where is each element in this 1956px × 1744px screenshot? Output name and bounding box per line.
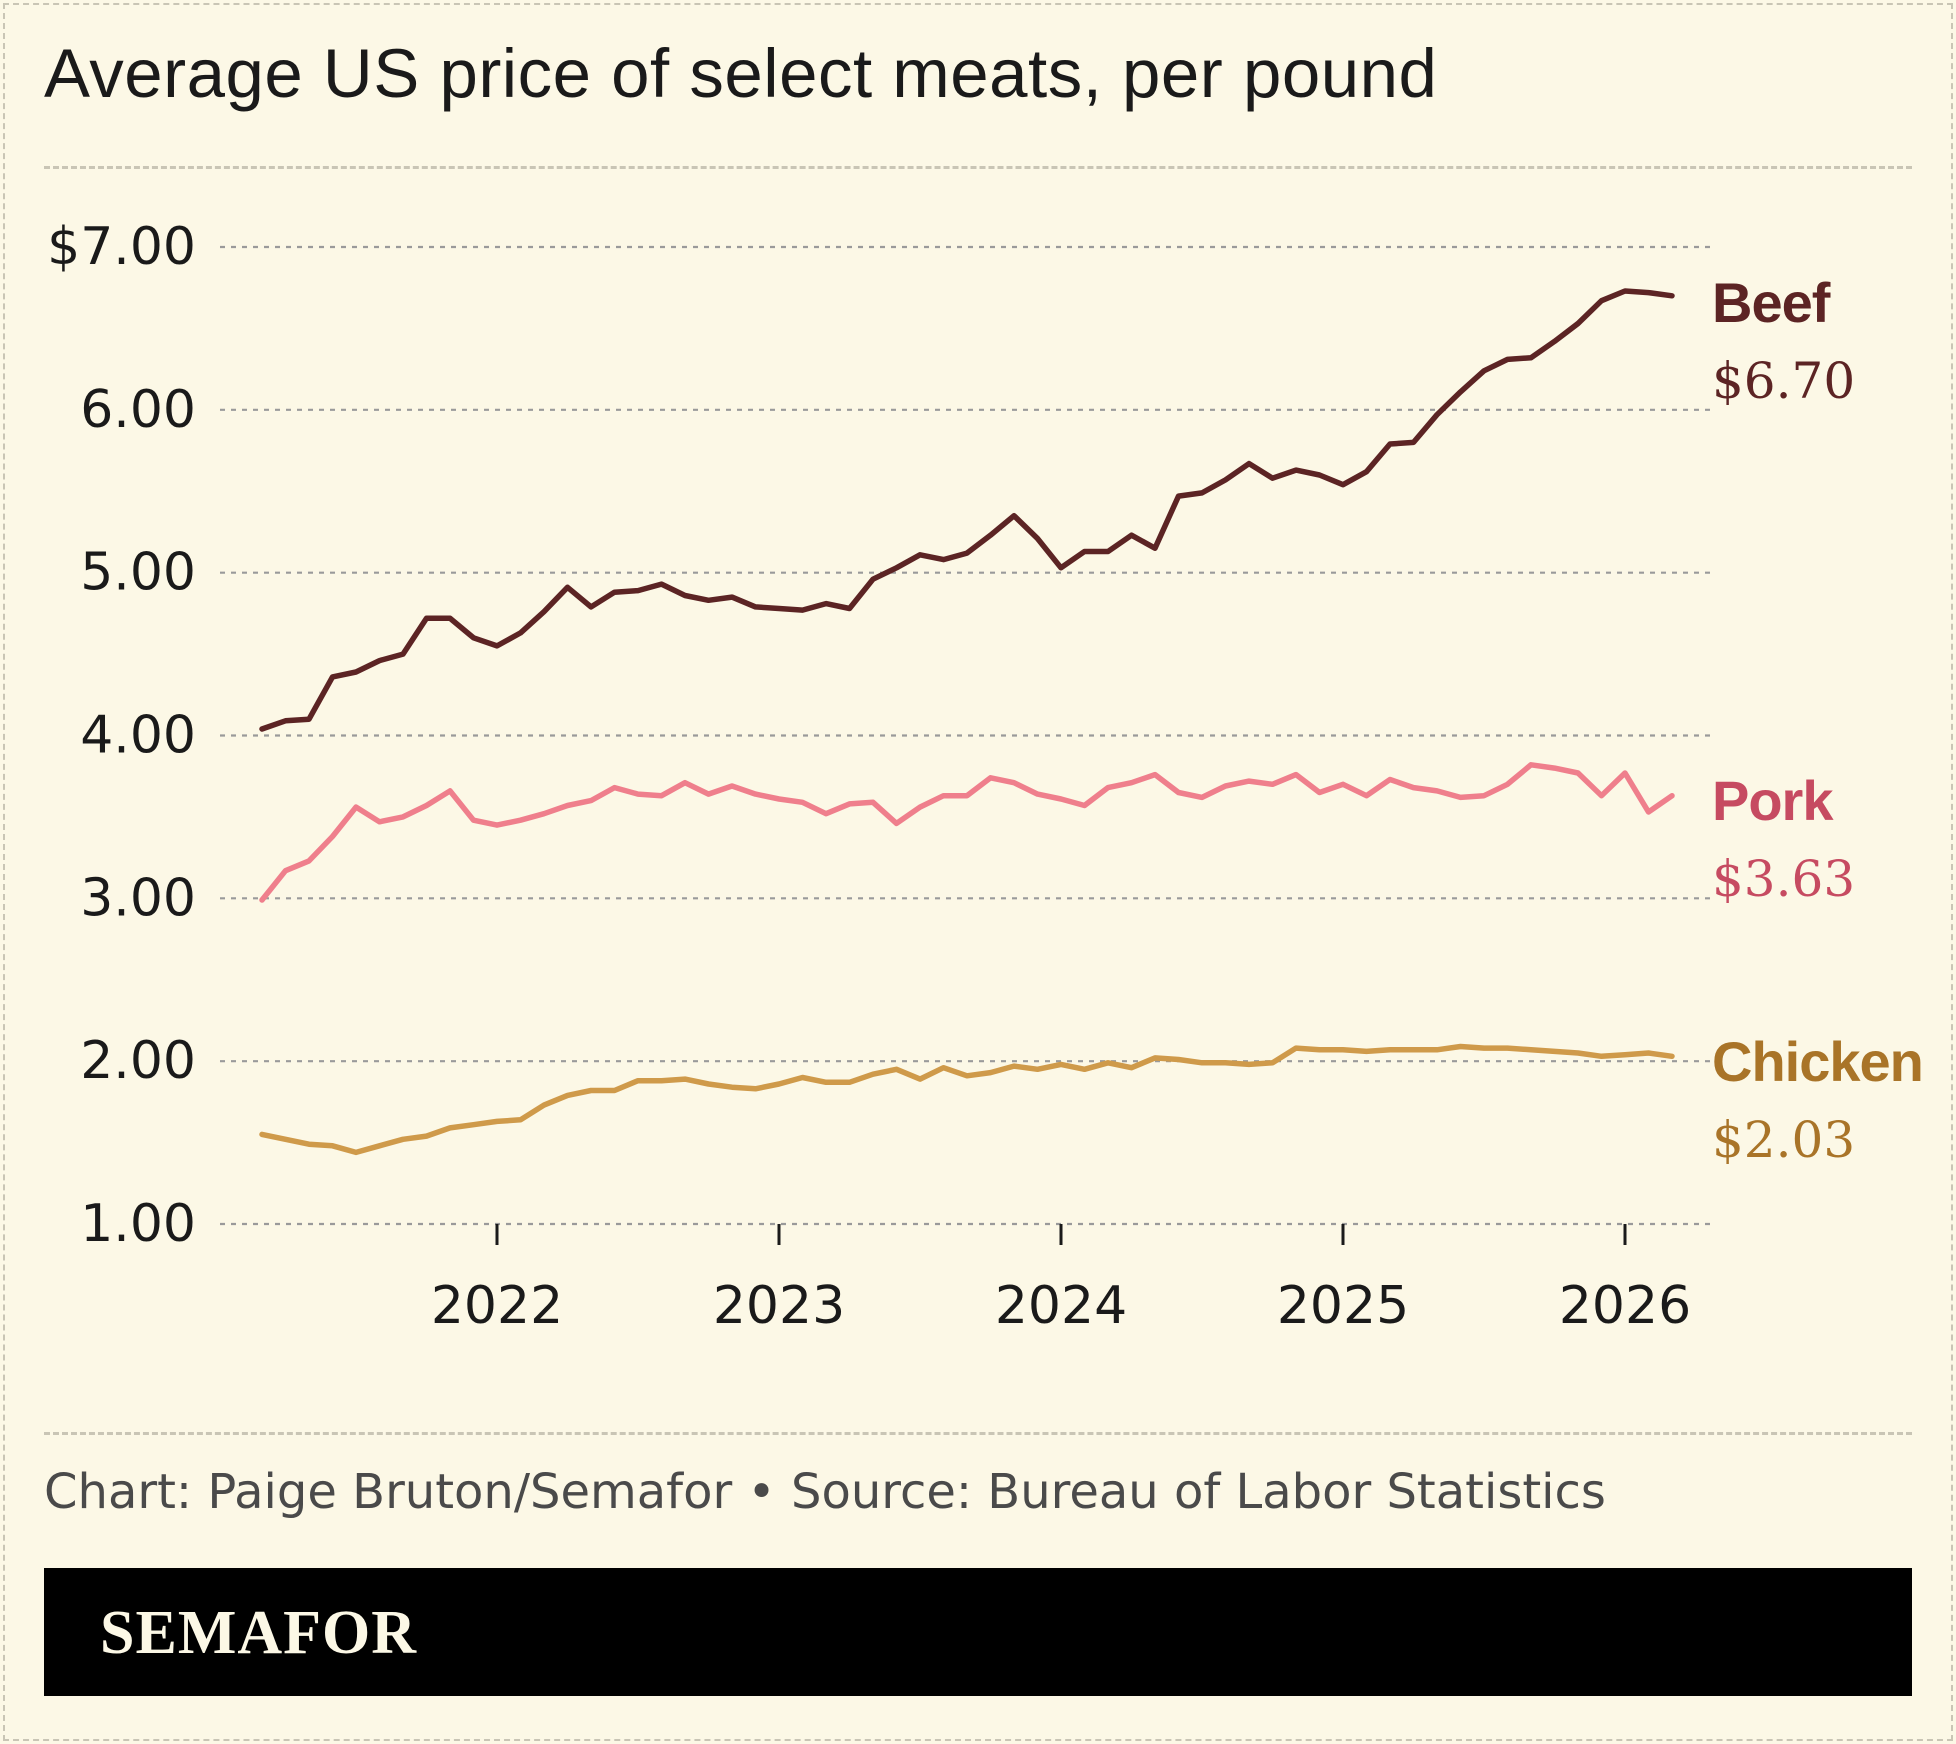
y-tick-label: 1.00	[80, 1194, 196, 1254]
x-axis: 2022 2023 2024 2025 2026	[431, 1224, 1691, 1336]
y-tick-label: 2.00	[80, 1031, 196, 1091]
y-tick-label: 4.00	[80, 706, 196, 766]
y-tick-label: $7.00	[47, 217, 196, 277]
series-line-chicken	[259, 1043, 1675, 1156]
series-lines	[259, 288, 1675, 1156]
source-credit: Chart: Paige Bruton/Semafor • Source: Bu…	[44, 1464, 1606, 1520]
chart-title: Average US price of select meats, per po…	[44, 35, 1438, 112]
chart-frame	[3, 3, 1953, 1741]
x-tick-label: 2024	[995, 1276, 1127, 1336]
bottom-divider	[44, 1432, 1912, 1435]
series-name-label-chicken: Chicken	[1712, 1030, 1923, 1093]
brand-footer-bar: SEMAFOR	[44, 1568, 1912, 1696]
y-axis-tick-labels: $7.00 6.00 5.00 4.00 3.00 2.00 1.00	[47, 217, 196, 1254]
y-tick-label: 3.00	[80, 868, 196, 928]
x-tick-label: 2025	[1277, 1276, 1409, 1336]
x-tick-label: 2022	[431, 1276, 563, 1336]
series-value-label-chicken: $2.03	[1712, 1111, 1855, 1169]
series-end-labels: Beef $6.70 Pork $3.63 Chicken $2.03	[1712, 271, 1924, 1169]
y-tick-label: 5.00	[80, 543, 196, 603]
series-line-pork	[259, 762, 1675, 903]
series-line-beef	[259, 288, 1675, 732]
x-tick-label: 2026	[1559, 1276, 1691, 1336]
top-divider	[44, 166, 1912, 169]
gridlines	[220, 245, 1712, 1226]
brand-logo: SEMAFOR	[100, 1599, 417, 1667]
series-value-label-beef: $6.70	[1712, 352, 1855, 410]
series-name-label-pork: Pork	[1712, 769, 1834, 832]
y-tick-label: 6.00	[80, 380, 196, 440]
series-value-label-pork: $3.63	[1712, 850, 1855, 908]
x-tick-label: 2023	[713, 1276, 845, 1336]
series-name-label-beef: Beef	[1712, 271, 1831, 334]
